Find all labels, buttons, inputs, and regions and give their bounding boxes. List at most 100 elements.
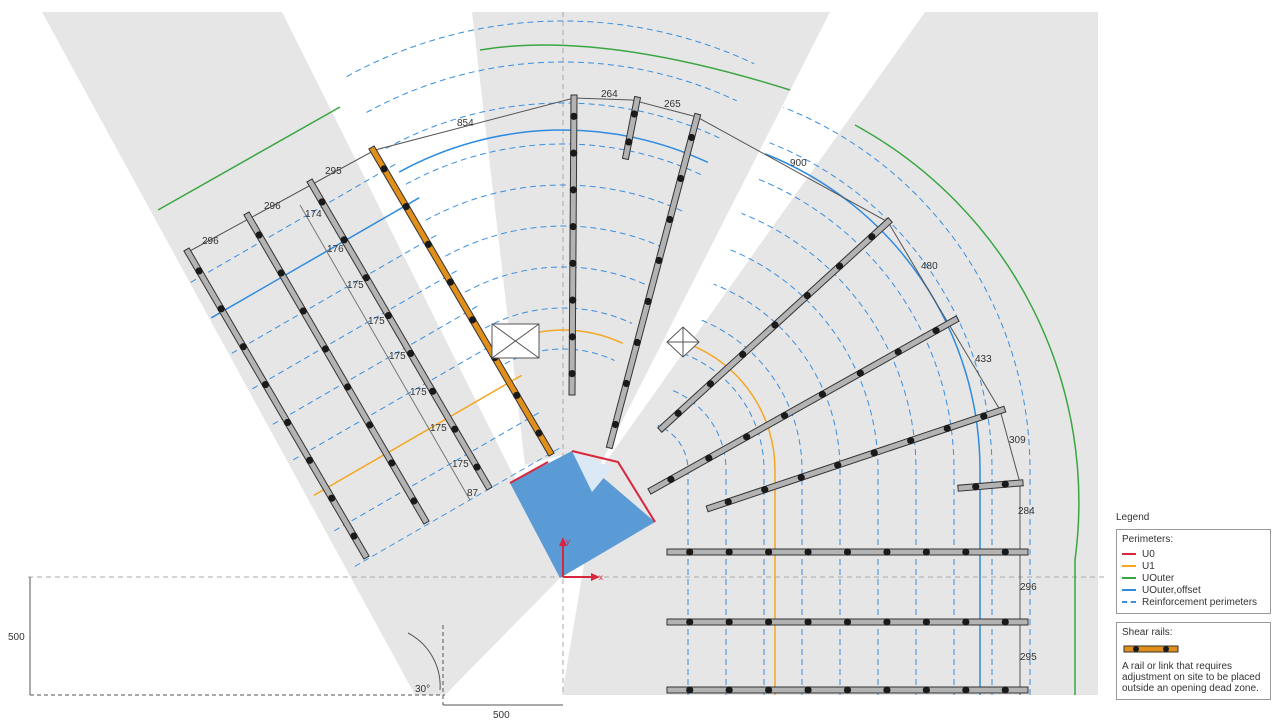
dim-bottom-500: 500 [493, 710, 510, 720]
x-axis-label: x [599, 573, 603, 582]
reinforcement-arc [783, 106, 1031, 695]
stud [761, 486, 769, 494]
stud [451, 425, 459, 433]
stud [625, 138, 633, 146]
shear-rail [706, 406, 1006, 512]
stud [883, 548, 891, 556]
u1-line [313, 374, 523, 497]
dim-right-433: 433 [975, 354, 992, 365]
stud [686, 686, 694, 694]
stud [1001, 480, 1009, 488]
legend-label: Reinforcement perimeters [1142, 596, 1258, 608]
dim-rail-174: 174 [305, 209, 322, 220]
reinforcement-arc [769, 142, 993, 695]
stud [569, 223, 577, 231]
warning-rail-icon [1123, 645, 1179, 653]
legend-label: UOuter,offset [1142, 584, 1201, 596]
uouter-swatch [1122, 577, 1136, 579]
stud [834, 461, 842, 469]
stud [410, 497, 418, 505]
stud [261, 380, 270, 389]
stud [388, 459, 396, 467]
reinforcement-arc [425, 184, 685, 221]
dim-rail-175f: 175 [452, 459, 469, 470]
reinforcement-line [272, 303, 481, 425]
stud [972, 483, 980, 491]
slab-zones [42, 12, 1098, 695]
uouter-offset-swatch [1122, 589, 1136, 591]
stud [446, 278, 455, 286]
stud [894, 348, 902, 356]
stud [535, 429, 543, 437]
reinforcement-arc [445, 225, 668, 257]
shear-rail [958, 480, 1023, 491]
u0-swatch [1122, 553, 1136, 555]
dim-rail-175e: 175 [430, 423, 447, 434]
dim-top-265: 265 [664, 99, 681, 110]
stud [343, 383, 352, 391]
stud [883, 686, 891, 694]
stud [622, 379, 630, 388]
column [510, 451, 655, 578]
stud [725, 548, 733, 556]
stud [633, 338, 641, 347]
stud [818, 390, 827, 398]
legend-item-uouter: UOuter [1122, 572, 1265, 584]
stud [804, 686, 812, 694]
dim-rail-175d: 175 [410, 387, 427, 398]
reinforcement-line [334, 410, 543, 532]
stud [932, 327, 940, 335]
stud [907, 437, 915, 445]
stud [743, 433, 751, 441]
uouter-arc-right [854, 124, 1080, 695]
stud [780, 412, 789, 420]
uouter-offset-arc-top [398, 129, 709, 173]
stud [706, 380, 715, 388]
shear-rail-warning [369, 146, 554, 456]
stud [366, 421, 374, 429]
stud [765, 686, 773, 694]
stud [513, 391, 521, 399]
reinforcement-arc [699, 318, 803, 695]
rail-spacing-line [299, 204, 471, 501]
dim-left-296a: 296 [202, 236, 219, 247]
stud [277, 269, 285, 277]
legend-item-uouter-offset: UOuter,offset [1122, 584, 1265, 596]
shear-rails [183, 94, 1029, 694]
stud [687, 133, 696, 142]
stud [569, 186, 577, 194]
shear-rail [623, 97, 640, 159]
stud [804, 618, 812, 626]
stud [922, 686, 930, 694]
xy-axes-icon: y x [559, 537, 603, 582]
reinforcement-line [231, 232, 440, 354]
reinforcement-perimeters [190, 20, 1031, 695]
stud [424, 240, 432, 248]
stud [570, 112, 578, 120]
stud [843, 618, 852, 626]
dim-rail-175a: 175 [347, 280, 364, 291]
dim-left-295: 295 [325, 166, 342, 177]
perimeter-lines [157, 44, 1080, 695]
stud [350, 532, 358, 540]
angle-label: 30° [415, 684, 430, 695]
zone-right [562, 12, 1098, 695]
shear-note: A rail or link that requires adjustment … [1122, 661, 1261, 694]
stud [406, 349, 415, 358]
stud [655, 256, 663, 265]
dim-top-854: 854 [457, 118, 474, 129]
uouter-arc-top [479, 44, 791, 91]
stud [255, 231, 263, 239]
stud [803, 291, 811, 300]
stud [686, 618, 694, 626]
stud [1001, 686, 1009, 694]
stud [843, 686, 852, 694]
stud [473, 463, 481, 471]
stud [943, 424, 951, 432]
reinforcement-arc [346, 20, 755, 77]
dim-rail-176: 176 [327, 244, 344, 255]
uouter-offset-line [210, 197, 420, 319]
stud [725, 686, 733, 694]
stud [870, 449, 878, 457]
